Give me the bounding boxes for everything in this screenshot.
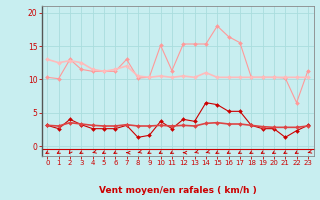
X-axis label: Vent moyen/en rafales ( km/h ): Vent moyen/en rafales ( km/h ) <box>99 186 256 195</box>
